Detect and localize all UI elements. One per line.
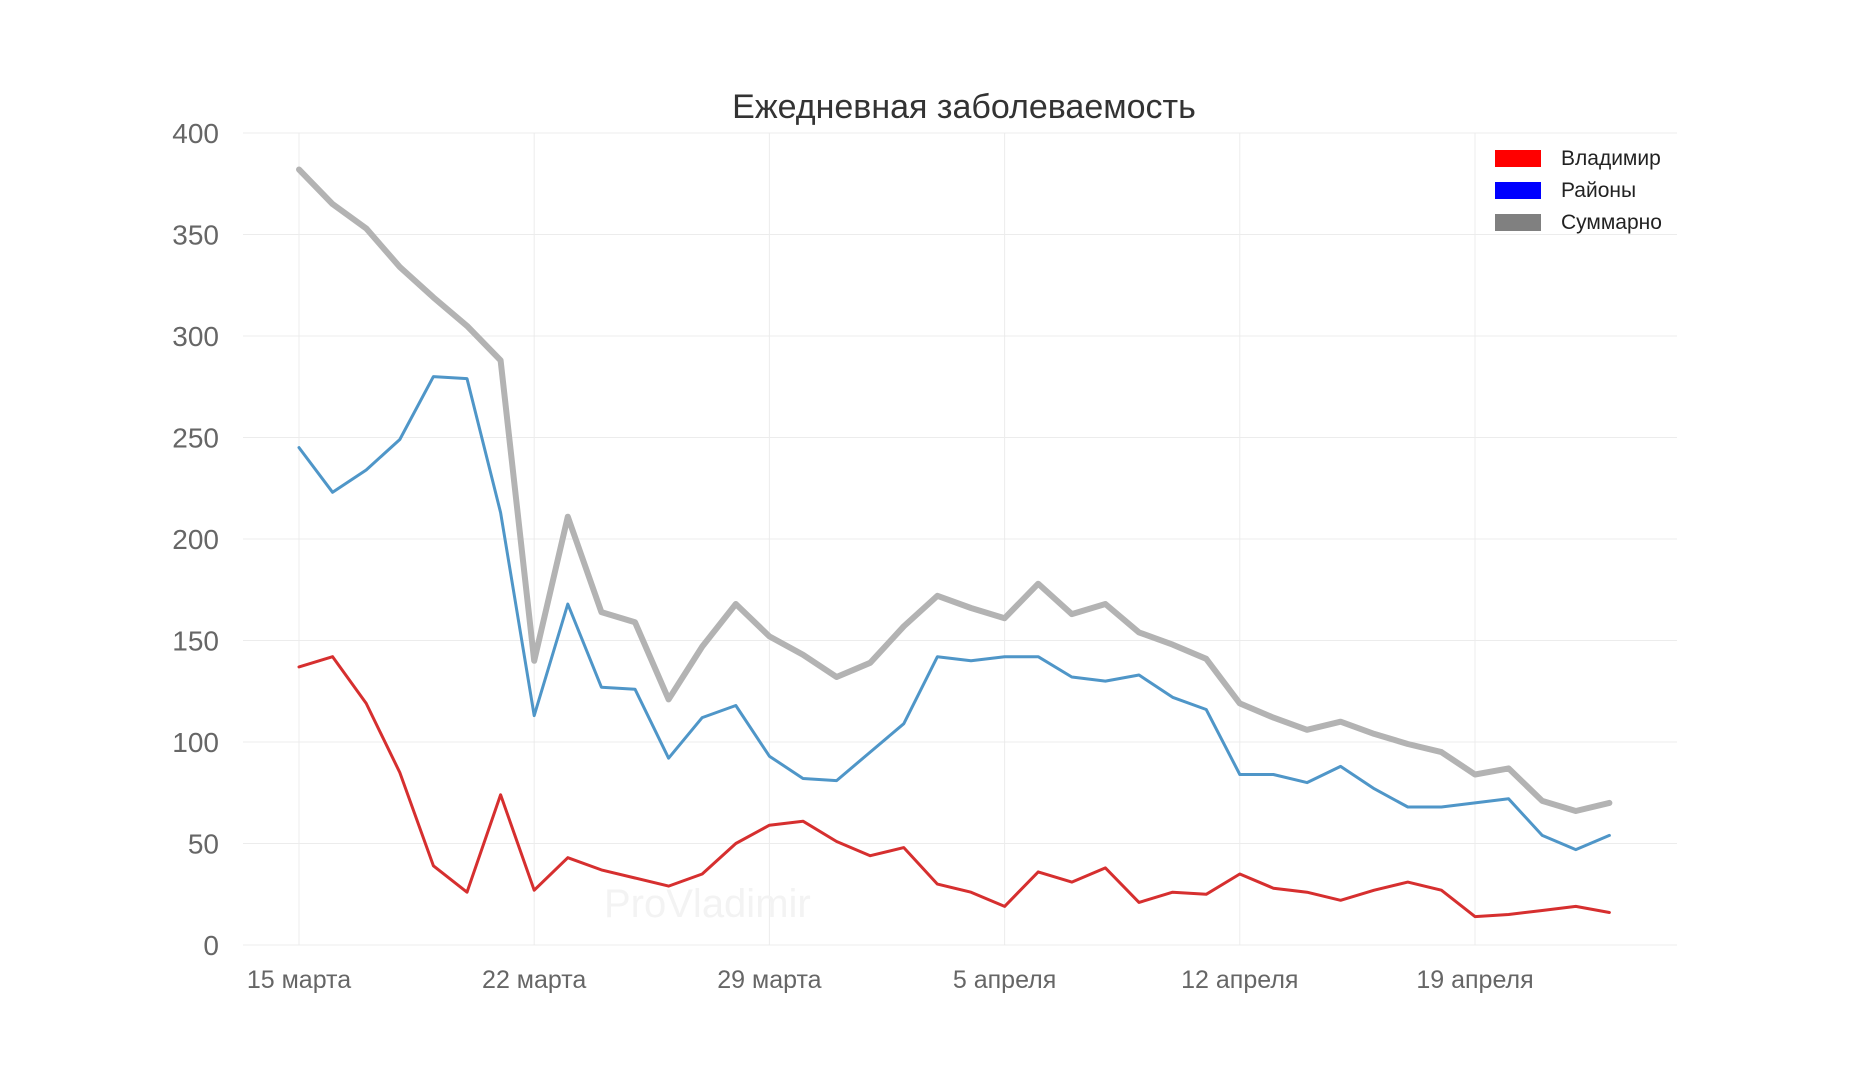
y-tick-label: 400 — [172, 118, 219, 149]
y-tick-label: 50 — [188, 829, 219, 860]
legend-label: Районы — [1561, 179, 1636, 202]
y-tick-label: 100 — [172, 727, 219, 758]
series-line-Суммарно — [296, 166, 1613, 814]
y-tick-label: 250 — [172, 423, 219, 454]
legend-label: Владимир — [1561, 147, 1661, 170]
watermark: ProVladimir — [604, 882, 811, 926]
legend-swatch — [1495, 214, 1541, 231]
y-axis-ticks: 0 50 100 150 200 250 300 350 400 — [172, 118, 219, 961]
x-axis-ticks: 15 марта 22 марта 29 марта 5 апреля 12 апрел… — [247, 966, 1534, 994]
legend-swatch — [1495, 150, 1541, 167]
legend-swatch — [1495, 182, 1541, 199]
chart-title: Ежедневная заболеваемость — [732, 88, 1196, 126]
x-tick-label: 5 апреля — [953, 966, 1056, 994]
series-line-Районы — [297, 375, 1611, 852]
legend: Владимир Районы Суммарно — [1495, 147, 1662, 234]
legend-label: Суммарно — [1561, 211, 1662, 234]
series-line-Владимир — [297, 655, 1611, 919]
x-tick-label: 22 марта — [482, 966, 586, 994]
grid-lines — [243, 132, 1677, 946]
y-tick-label: 200 — [172, 524, 219, 555]
x-tick-label: 12 апреля — [1181, 966, 1298, 994]
y-tick-label: 350 — [172, 220, 219, 251]
x-tick-label: 29 марта — [717, 966, 821, 994]
y-tick-label: 0 — [203, 930, 219, 961]
series-lines — [296, 166, 1613, 919]
y-tick-label: 150 — [172, 626, 219, 657]
x-tick-label: 19 апреля — [1416, 966, 1533, 994]
y-tick-label: 300 — [172, 321, 219, 352]
x-tick-label: 15 марта — [247, 966, 351, 994]
